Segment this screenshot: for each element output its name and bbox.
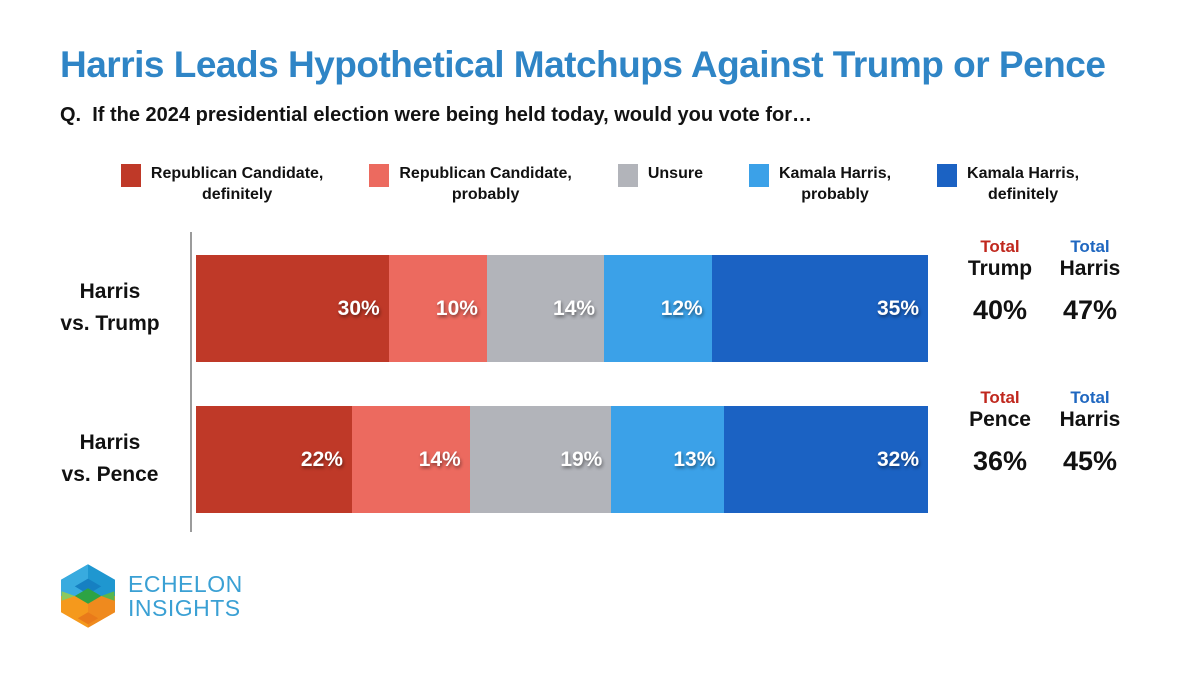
- legend-swatch: [617, 164, 638, 187]
- total-column-harris: Total Harris 45%: [1045, 388, 1135, 477]
- total-prefix-label: Total: [980, 388, 1020, 407]
- bar-segment-value: 35%: [876, 296, 920, 320]
- total-candidate-name: Trump: [967, 256, 1033, 280]
- logo-text-insights: INSIGHTS: [128, 595, 241, 621]
- bar-segment-value: 19%: [560, 447, 603, 471]
- total-prefix-label: Total: [980, 237, 1020, 256]
- bar-segment: 35%: [711, 255, 929, 362]
- chart-legend: Republican Candidate, definitely Republica…: [65, 163, 1135, 205]
- echelon-insights-logo: ECHELON INSIGHTS: [57, 563, 243, 629]
- bar-segment: 14%: [486, 255, 605, 362]
- legend-swatch: [748, 164, 769, 187]
- echelon-logo-mark: [61, 564, 115, 628]
- total-column-harris: Total Harris 47%: [1045, 237, 1135, 326]
- total-value: 36%: [972, 445, 1028, 476]
- bar-segment: 30%: [196, 255, 389, 362]
- bar-segment: 14%: [351, 406, 470, 513]
- legend-label: Unsure: [647, 165, 703, 182]
- total-value: 47%: [1062, 294, 1118, 325]
- total-value: 45%: [1062, 445, 1118, 476]
- legend-swatch: [937, 164, 958, 187]
- bar-segment-value: 30%: [337, 296, 380, 320]
- legend-label: Republican Candidate, definitely: [150, 165, 324, 204]
- legend-label: Republican Candidate, probably: [399, 165, 572, 204]
- bar-segment: 22%: [196, 406, 352, 513]
- total-prefix-label: Total: [1070, 237, 1110, 256]
- bar-segment-value: 12%: [660, 296, 703, 320]
- totals-block: Total Trump 40% Total Harris 47%: [955, 237, 1135, 326]
- total-column-pence: Total Pence 36%: [955, 388, 1045, 477]
- legend-swatch: [120, 164, 141, 187]
- category-label: Harris vs. Pence: [61, 430, 159, 487]
- bar-segment-value: 32%: [876, 447, 919, 471]
- survey-question: Q. If the 2024 presidential election wer…: [60, 104, 812, 126]
- page-title: Harris Leads Hypothetical Matchups Again…: [60, 44, 1106, 85]
- totals-block: Total Pence 36% Total Harris 45%: [955, 388, 1135, 477]
- bar-segment-value: 14%: [418, 447, 461, 471]
- bar-segment-value: 10%: [435, 296, 478, 320]
- bar-segment: 10%: [388, 255, 487, 362]
- total-candidate-name: Harris: [1059, 256, 1121, 280]
- legend-item: Kamala Harris, definitely: [937, 163, 1079, 205]
- y-axis-line: [190, 232, 192, 532]
- bar-segment: 12%: [604, 255, 712, 362]
- legend-label: Kamala Harris, probably: [778, 165, 892, 204]
- legend-label: Kamala Harris, definitely: [967, 165, 1080, 204]
- legend-item: Kamala Harris, probably: [748, 163, 892, 205]
- legend-item: Republican Candidate, definitely: [120, 163, 324, 205]
- legend-item: Republican Candidate, probably: [369, 163, 572, 205]
- bar-segment: 32%: [724, 406, 928, 513]
- total-candidate-name: Pence: [969, 407, 1031, 431]
- stacked-bar-harris-vs-trump: 30% 10% 14% 12% 35%: [196, 255, 929, 362]
- bar-segment-value: 13%: [673, 447, 716, 471]
- echelon-logo-text: ECHELON INSIGHTS: [128, 572, 243, 620]
- bar-segment-value: 22%: [300, 447, 343, 471]
- stacked-bar-harris-vs-pence: 22% 14% 19% 13% 32%: [196, 406, 928, 513]
- total-prefix-label: Total: [1070, 388, 1110, 407]
- bar-segment: 19%: [469, 406, 612, 513]
- total-column-trump: Total Trump 40%: [955, 237, 1045, 326]
- bar-segment: 13%: [611, 406, 725, 513]
- legend-swatch: [369, 164, 390, 187]
- total-value: 40%: [972, 294, 1028, 325]
- total-candidate-name: Harris: [1059, 407, 1121, 431]
- bar-segment-value: 14%: [553, 296, 596, 320]
- category-label: Harris vs. Trump: [60, 279, 160, 336]
- legend-item: Unsure: [617, 163, 703, 205]
- logo-text-echelon: ECHELON: [128, 570, 243, 597]
